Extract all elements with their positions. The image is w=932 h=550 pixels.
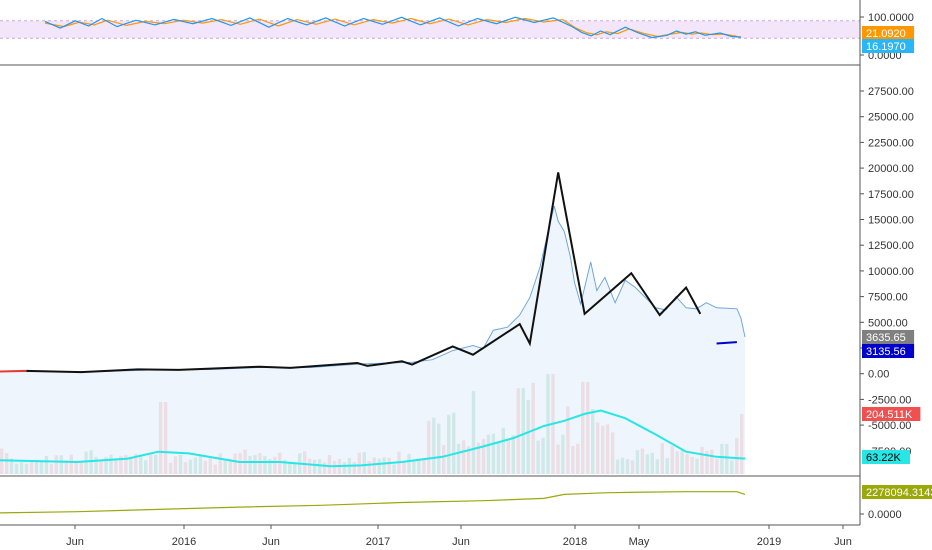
x-tick-label: 2016 bbox=[172, 536, 196, 548]
main-y-tick-label: 25000.00 bbox=[868, 112, 914, 124]
lower-indicator-panel[interactable] bbox=[0, 491, 746, 514]
volume-ma-tag: 63.22K bbox=[866, 452, 902, 464]
lower-y-tick-label: 0.0000 bbox=[868, 509, 902, 521]
main-y-tick-label: 27500.00 bbox=[868, 86, 914, 98]
lower-indicator-tag-bg bbox=[862, 485, 932, 499]
main-y-tick-label: 5000.00 bbox=[868, 317, 908, 329]
lower-indicator-tag: 2278094.3143 bbox=[866, 487, 932, 499]
lower-indicator-line bbox=[0, 491, 746, 514]
stoch-y-tick-label: 100.0000 bbox=[868, 12, 914, 24]
short-ma-tag: 3135.56 bbox=[866, 346, 906, 358]
x-tick-label: Jun bbox=[66, 536, 84, 548]
last-price-tag-bg bbox=[862, 330, 915, 344]
main-y-tick-label: 0.00 bbox=[868, 369, 889, 381]
last-price-tag: 3635.65 bbox=[866, 332, 906, 344]
zigzag-line bbox=[26, 172, 702, 374]
short-ma-line bbox=[716, 341, 737, 345]
volume-tag-bg bbox=[862, 407, 921, 421]
main-y-tick-label: 17500.00 bbox=[868, 189, 914, 201]
main-y-tick-label: -2500.00 bbox=[868, 394, 911, 406]
stoch-d-tag: 21.0920 bbox=[866, 28, 906, 40]
main-y-tick-label: -5000.00 bbox=[868, 420, 911, 432]
x-tick-label: 2017 bbox=[366, 536, 390, 548]
zigzag-start-segment bbox=[0, 369, 27, 373]
price-panel[interactable] bbox=[0, 172, 746, 474]
main-y-tick-label: 10000.00 bbox=[868, 266, 914, 278]
main-y-tick-label: 12500.00 bbox=[868, 240, 914, 252]
main-y-tick-label: 20000.00 bbox=[868, 163, 914, 175]
axes: 27500.00 25000.00 22500.00 20000.00 17500.00… bbox=[66, 12, 914, 548]
stochastic-panel[interactable] bbox=[0, 16, 860, 39]
short-ma-tag-bg bbox=[862, 344, 915, 358]
x-tick-label: Jun bbox=[452, 536, 470, 548]
volume-ma-tag-bg bbox=[862, 450, 910, 464]
volume-tag: 204.511K bbox=[866, 409, 913, 421]
price-line bbox=[0, 205, 746, 373]
x-tick-label: May bbox=[629, 536, 650, 548]
price-area bbox=[0, 206, 745, 474]
main-y-tick-label: 22500.00 bbox=[868, 137, 914, 149]
x-tick-label: 2019 bbox=[757, 536, 781, 548]
stoch-k-tag: 16.1970 bbox=[866, 41, 906, 53]
stoch-k-tag-bg bbox=[862, 39, 915, 53]
x-tick-label: Jun bbox=[262, 536, 280, 548]
stoch-k-line bbox=[44, 16, 742, 39]
stoch-d-tag-bg bbox=[862, 26, 915, 40]
main-y-tick-label: 15000.00 bbox=[868, 215, 914, 227]
x-tick-label: 2018 bbox=[563, 536, 587, 548]
x-tick-label: Jun bbox=[834, 536, 852, 548]
main-y-tick-label: 7500.00 bbox=[868, 292, 908, 304]
volume-ma-line bbox=[0, 409, 746, 468]
